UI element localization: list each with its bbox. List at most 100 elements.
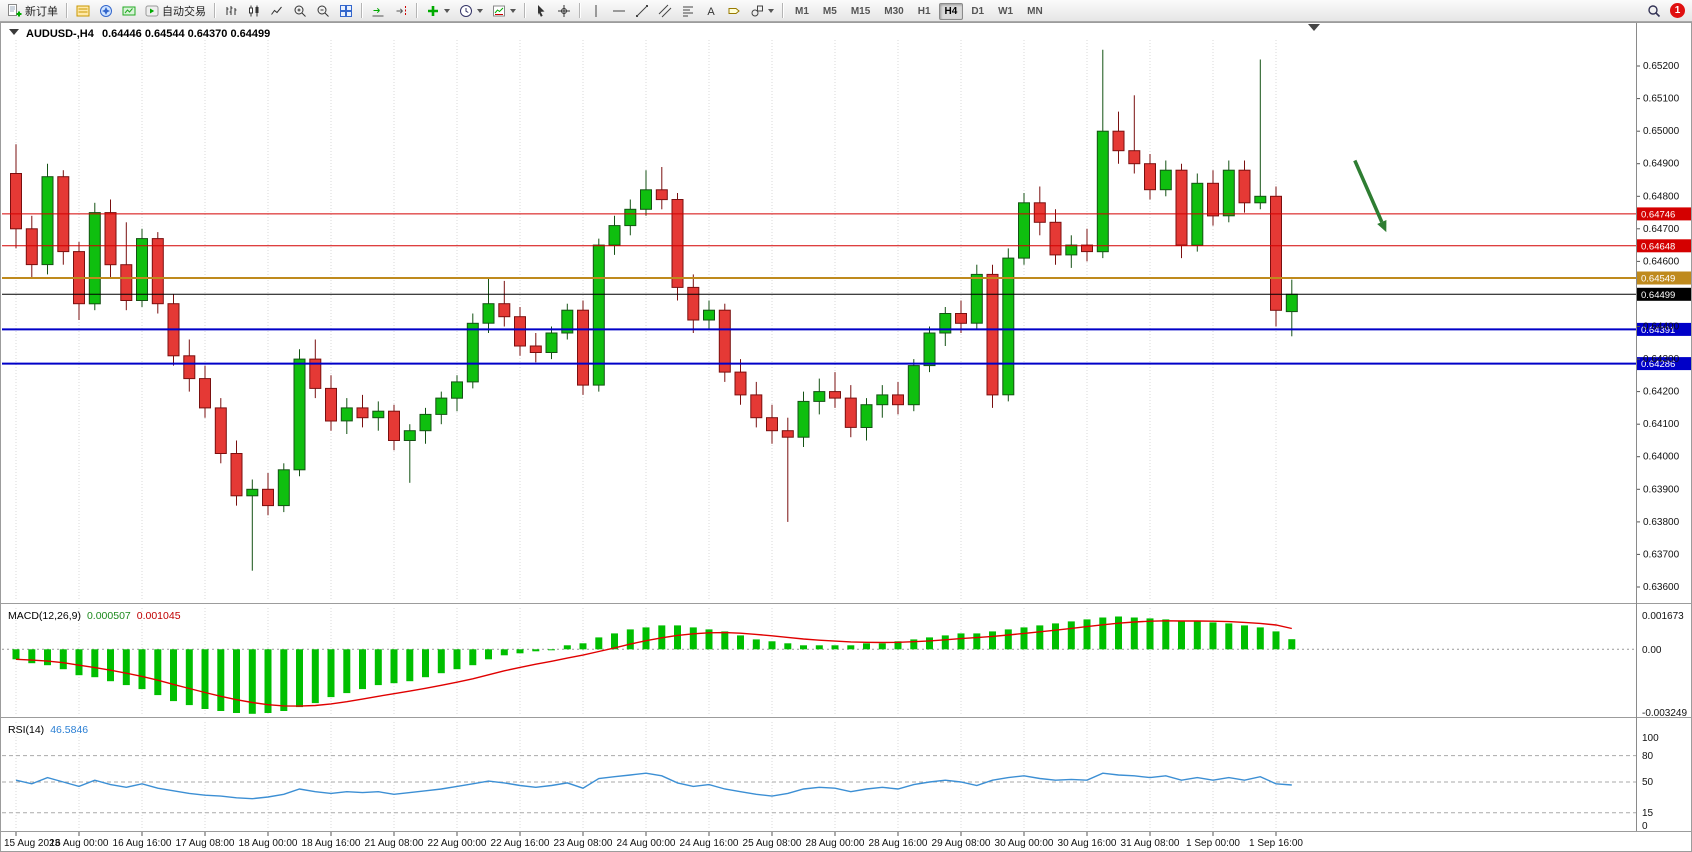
new-order-icon xyxy=(8,4,22,17)
candlestick-mode-button[interactable] xyxy=(243,1,265,20)
shapes-tool-button[interactable] xyxy=(746,1,778,20)
periods-button[interactable] xyxy=(455,1,487,20)
timeframe-w1-button[interactable]: W1 xyxy=(992,3,1019,20)
timeframe-d1-button[interactable]: D1 xyxy=(965,3,990,20)
macd-histogram-bar xyxy=(1225,623,1233,650)
candle-body xyxy=(309,358,322,389)
macd-histogram-bar xyxy=(185,649,193,706)
crosshair-tool-button[interactable] xyxy=(553,1,575,20)
timeframe-m15-button[interactable]: M15 xyxy=(845,3,876,20)
auto-trading-button[interactable]: 自动交易 xyxy=(141,1,210,20)
bar-chart-mode-button[interactable] xyxy=(220,1,242,20)
tile-windows-button[interactable] xyxy=(335,1,357,20)
indicators-button[interactable] xyxy=(422,1,454,20)
vertical-line-icon xyxy=(595,4,597,17)
candle-body xyxy=(1081,244,1093,253)
macd-histogram-bar xyxy=(122,649,130,686)
new-order-label: 新订单 xyxy=(25,5,58,18)
cursor-tool-button[interactable] xyxy=(530,1,552,20)
label-tool-button[interactable] xyxy=(723,1,745,20)
horizontal-line-tool-button[interactable] xyxy=(608,1,630,20)
price-badge xyxy=(1637,322,1691,336)
one-click-trading-toggle[interactable] xyxy=(9,29,19,35)
candlestick-chart-icon xyxy=(249,5,259,16)
candle-body xyxy=(844,397,857,428)
arrow-annotation-shaft[interactable] xyxy=(1353,159,1384,223)
candle-body xyxy=(514,316,526,347)
candle-body xyxy=(766,417,778,432)
vertical-line-tool-button[interactable] xyxy=(585,1,607,20)
chart-title-symbol: AUDUSD-,H4 xyxy=(26,28,95,40)
line-chart-mode-button[interactable] xyxy=(266,1,288,20)
candle-body xyxy=(451,381,463,399)
macd-histogram-bar xyxy=(721,631,729,650)
price-tick-label: 0.63700 xyxy=(1643,549,1680,560)
rsi-line xyxy=(15,772,1292,800)
channel-tool-button[interactable] xyxy=(654,1,676,20)
timeframe-h1-button[interactable]: H1 xyxy=(912,3,937,20)
price-tick-label: 0.64800 xyxy=(1643,191,1680,202)
timeframe-m1-button[interactable]: M1 xyxy=(789,3,815,20)
zoom-in-button[interactable] xyxy=(289,1,311,20)
time-label: 30 Aug 00:00 xyxy=(995,838,1054,849)
candle-body xyxy=(403,430,416,442)
macd-histogram-bar xyxy=(894,641,902,650)
macd-signal-line xyxy=(15,620,1292,707)
cursor-icon xyxy=(538,4,545,17)
time-label: 16 Aug 00:00 xyxy=(50,838,109,849)
candle-body xyxy=(88,212,101,305)
candles-layer xyxy=(10,49,1298,571)
time-label: 18 Aug 00:00 xyxy=(239,838,298,849)
macd-histogram-bar xyxy=(327,649,335,698)
chart-shift-button[interactable] xyxy=(390,1,412,20)
candle-body xyxy=(750,394,763,419)
trendline-tool-button[interactable] xyxy=(631,1,653,20)
price-badge-label: 0.64499 xyxy=(1641,290,1675,301)
terminal-button[interactable] xyxy=(118,1,140,20)
price-badge-label: 0.64648 xyxy=(1641,241,1675,252)
candle-body xyxy=(624,208,637,227)
candle-body xyxy=(892,394,904,406)
search-button[interactable] xyxy=(1643,1,1665,20)
macd-histogram-bar xyxy=(548,649,555,651)
price-badge-label: 0.64549 xyxy=(1641,274,1675,285)
price-tick-label: 0.64900 xyxy=(1643,159,1680,170)
macd-histogram-bar xyxy=(1193,621,1201,650)
macd-histogram-bar xyxy=(626,629,634,650)
macd-histogram-bar xyxy=(674,625,681,650)
timeframe-mn-button[interactable]: MN xyxy=(1021,3,1049,20)
timeframe-toolbar: M1 M5 M15 M30 H1 H4 D1 W1 MN xyxy=(788,1,1050,20)
horizontal-line-icon xyxy=(613,10,625,11)
templates-button[interactable] xyxy=(488,1,520,20)
candle-body xyxy=(199,378,211,409)
macd-histogram-bar xyxy=(516,649,524,654)
rsi-scale: 100 80 50 15 0 xyxy=(1642,733,1659,832)
toolbar-separator xyxy=(416,3,418,18)
grid-layer xyxy=(15,40,1277,828)
zoom-out-button[interactable] xyxy=(312,1,334,20)
market-watch-button[interactable] xyxy=(72,1,94,20)
chart-canvas[interactable]: AUDUSD-,H4 0.64446 0.64544 0.64370 0.644… xyxy=(0,22,1692,852)
timeframe-m30-button[interactable]: M30 xyxy=(878,3,909,20)
arrow-annotation-head[interactable] xyxy=(1377,220,1387,233)
macd-histogram-bar xyxy=(154,649,162,696)
text-tool-button[interactable]: A xyxy=(700,1,722,20)
add-indicator-icon xyxy=(428,5,438,16)
macd-histogram-bar xyxy=(768,641,776,650)
new-order-button[interactable]: 新订单 xyxy=(3,1,62,20)
candle-body xyxy=(718,309,731,373)
notification-badge[interactable]: 1 xyxy=(1670,3,1685,18)
auto-scroll-button[interactable] xyxy=(367,1,389,20)
price-tick-label: 0.65000 xyxy=(1643,126,1680,137)
price-tick-label: 0.64600 xyxy=(1643,256,1680,267)
timeframe-h4-button[interactable]: H4 xyxy=(938,3,964,20)
macd-histogram-bar xyxy=(201,649,209,709)
macd-histogram-bar xyxy=(359,649,366,690)
time-label: 29 Aug 08:00 xyxy=(932,838,991,849)
shapes-icon xyxy=(751,5,763,16)
navigator-button[interactable] xyxy=(95,1,117,20)
timeframe-m5-button[interactable]: M5 xyxy=(817,3,843,20)
fibonacci-tool-button[interactable] xyxy=(677,1,699,20)
chart-shift-marker[interactable] xyxy=(1308,24,1320,31)
candle-body xyxy=(1033,202,1046,223)
